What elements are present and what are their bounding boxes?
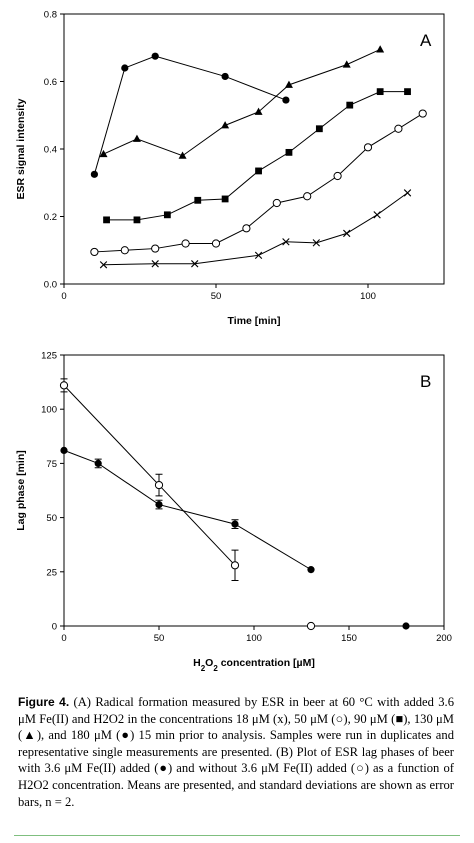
data-point-circle-open [333, 171, 342, 181]
data-point-square-filled [133, 216, 141, 224]
data-point-triangle-filled [178, 151, 187, 159]
data-point-circle-open [211, 239, 221, 248]
caption-label: Figure 4. [18, 695, 70, 709]
y-tick-label: 0 [52, 622, 57, 633]
series-line-1 [63, 385, 236, 566]
series-line-0 [93, 55, 287, 175]
data-point-x [151, 260, 159, 268]
data-point-circle-filled [94, 459, 102, 467]
data-point-x [403, 189, 412, 197]
data-point-square-filled [315, 125, 323, 133]
panel-label: A [420, 31, 432, 50]
data-point-square-filled [103, 216, 110, 224]
data-point-square-filled [285, 148, 293, 156]
y-tick-label: 0.2 [44, 212, 57, 223]
data-point-square-filled [404, 88, 411, 96]
panel-label: B [420, 372, 431, 391]
data-point-square-filled [376, 88, 384, 96]
data-point-circle-filled [155, 500, 163, 509]
data-point-circle-open [394, 124, 403, 133]
y-tick-label: 25 [46, 567, 57, 578]
data-point-x [99, 261, 108, 269]
x-tick-label: 150 [341, 633, 357, 644]
data-point-circle-open [230, 561, 240, 570]
x-tick-label: 50 [154, 633, 165, 644]
y-tick-label: 75 [46, 459, 57, 470]
x-axis-label-part: O [205, 657, 213, 669]
data-point-circle-open [306, 621, 316, 631]
data-point-circle-filled [90, 170, 98, 178]
x-axis-label: H2O2 concentration [µM] [193, 657, 315, 673]
y-axis-label: ESR signal intensity [15, 98, 27, 199]
series-line-4 [103, 192, 408, 266]
y-axis-label: Lag phase [min] [15, 450, 27, 531]
data-point-x [254, 251, 263, 260]
data-point-x [312, 239, 321, 247]
x-axis-label-part: 2 [213, 664, 218, 673]
data-point-x [191, 260, 199, 268]
chart-a: 0 50 100 0.0 0.2 0.4 0.6 0.8 A Time [min] ESR sign… [15, 10, 445, 327]
data-point-triangle-filled [221, 121, 230, 129]
data-point-square-filled [163, 211, 171, 219]
data-point-circle-open [90, 247, 99, 257]
data-point-circle-open [272, 198, 281, 208]
data-point-circle-filled [121, 64, 129, 72]
data-point-triangle-filled [376, 45, 385, 53]
data-point-circle-open [59, 381, 69, 390]
x-axis-label-part: H [193, 657, 201, 669]
data-point-triangle-filled [99, 149, 108, 158]
data-point-square-filled [194, 196, 202, 204]
data-point-square-filled [255, 167, 262, 175]
x-tick-label: 50 [211, 291, 222, 302]
series-line-1 [103, 48, 381, 157]
data-point-square-filled [346, 101, 354, 109]
data-point-circle-filled [402, 622, 410, 630]
x-tick-label: 100 [246, 633, 262, 644]
divider [14, 835, 460, 836]
data-point-x [343, 229, 351, 238]
data-point-circle-open [303, 192, 312, 201]
y-tick-label: 0.8 [44, 10, 57, 21]
data-point-square-filled [221, 195, 229, 203]
x-axis-label-part: concentration [µM] [218, 657, 315, 669]
x-axis-label: Time [min] [228, 315, 281, 327]
plot-frame [63, 13, 445, 285]
data-point-circle-open [418, 109, 427, 118]
data-point-triangle-filled [132, 134, 141, 142]
y-tick-label: 0.0 [44, 280, 57, 291]
x-tick-label: 200 [436, 633, 452, 644]
data-point-circle-filled [307, 566, 315, 574]
data-point-circle-filled [151, 52, 159, 60]
data-point-circle-open [151, 244, 160, 253]
data-point-circle-filled [60, 446, 68, 454]
data-point-triangle-filled [254, 107, 263, 115]
series-line-0 [63, 449, 312, 571]
data-point-circle-filled [221, 72, 229, 81]
figure-caption: Figure 4. (A) Radical formation measured… [18, 694, 454, 810]
x-axis-label-part: 2 [201, 664, 206, 673]
data-point-x [282, 238, 290, 246]
data-point-circle-filled [231, 520, 239, 528]
y-tick-label: 125 [41, 351, 57, 362]
y-tick-label: 0.4 [44, 145, 57, 156]
series-line-3 [94, 113, 423, 253]
caption-text: (A) Radical formation measured by ESR in… [18, 695, 454, 809]
x-tick-label: 0 [61, 291, 66, 302]
data-point-x [373, 211, 381, 219]
x-tick-label: 0 [61, 633, 66, 644]
data-point-circle-open [154, 480, 164, 490]
data-point-triangle-filled [342, 60, 351, 68]
y-tick-label: 50 [46, 513, 57, 524]
data-point-circle-open [120, 246, 129, 255]
data-point-circle-open [242, 224, 251, 233]
data-point-circle-open [363, 143, 373, 152]
y-tick-label: 0.6 [44, 77, 57, 88]
y-tick-label: 100 [41, 405, 57, 416]
x-tick-label: 100 [360, 291, 376, 302]
data-point-triangle-filled [284, 80, 293, 88]
plot-frame [63, 354, 445, 627]
data-point-circle-filled [282, 96, 290, 104]
data-point-circle-open [181, 239, 190, 248]
